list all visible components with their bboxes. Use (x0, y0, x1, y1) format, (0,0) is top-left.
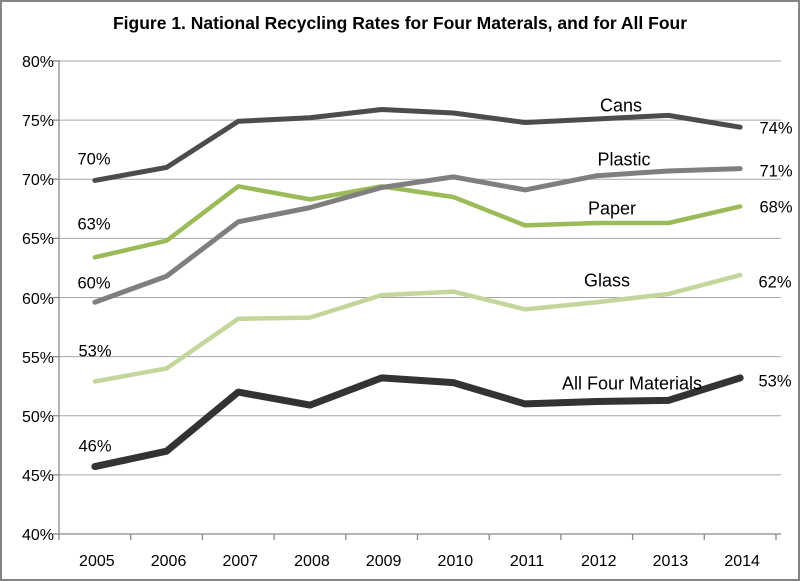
x-tick-label: 2008 (294, 553, 330, 570)
y-tick-label: 70% (21, 172, 54, 190)
x-tick-label: 2006 (150, 553, 187, 570)
series-start-value-paper: 63% (77, 215, 111, 234)
x-tick-label: 2005 (79, 553, 115, 570)
x-tick-label: 2014 (724, 553, 760, 570)
y-tick-label: 45% (21, 467, 54, 485)
chart-title: Figure 1. National Recycling Rates for F… (112, 13, 688, 33)
series-name-label-plastic: Plastic (597, 149, 651, 170)
series-end-value-all-four-materials: 53% (758, 372, 792, 391)
x-tick-label: 2009 (365, 553, 402, 570)
x-tick-label: 2011 (509, 553, 545, 570)
series-start-value-glass: 53% (78, 342, 112, 361)
x-tick-label: 2012 (580, 553, 617, 570)
series-end-value-plastic: 71% (759, 162, 793, 181)
series-end-value-glass: 62% (758, 273, 792, 292)
series-line-paper (92, 184, 743, 260)
series-start-value-plastic: 60% (77, 274, 111, 293)
series-name-label-paper: Paper (587, 198, 637, 219)
series-name-label-all-four-materials: All Four Materials (561, 373, 703, 394)
y-tick-label: 80% (21, 54, 54, 71)
series-line-plastic (92, 166, 743, 305)
series-name-label-glass: Glass (583, 270, 631, 291)
series-line-glass (92, 272, 743, 384)
x-tick-label: 2013 (652, 553, 689, 570)
series-start-value-all-four-materials: 46% (78, 437, 112, 456)
y-tick-label: 75% (21, 113, 54, 131)
series-name-label-cans: Cans (599, 95, 643, 116)
y-tick-label: 40% (21, 527, 54, 544)
y-tick-label: 60% (21, 290, 54, 308)
x-tick-label: 2010 (437, 553, 474, 570)
y-tick-label: 50% (21, 408, 54, 426)
y-tick-label: 65% (21, 231, 54, 249)
series-line-all-four-materials (91, 374, 744, 471)
x-tick-label: 2007 (222, 553, 259, 570)
series-line-cans (92, 106, 743, 183)
y-tick-label: 55% (21, 349, 54, 367)
series-end-value-cans: 74% (759, 119, 793, 138)
series-end-value-paper: 68% (759, 198, 793, 217)
series-start-value-cans: 70% (77, 150, 111, 169)
